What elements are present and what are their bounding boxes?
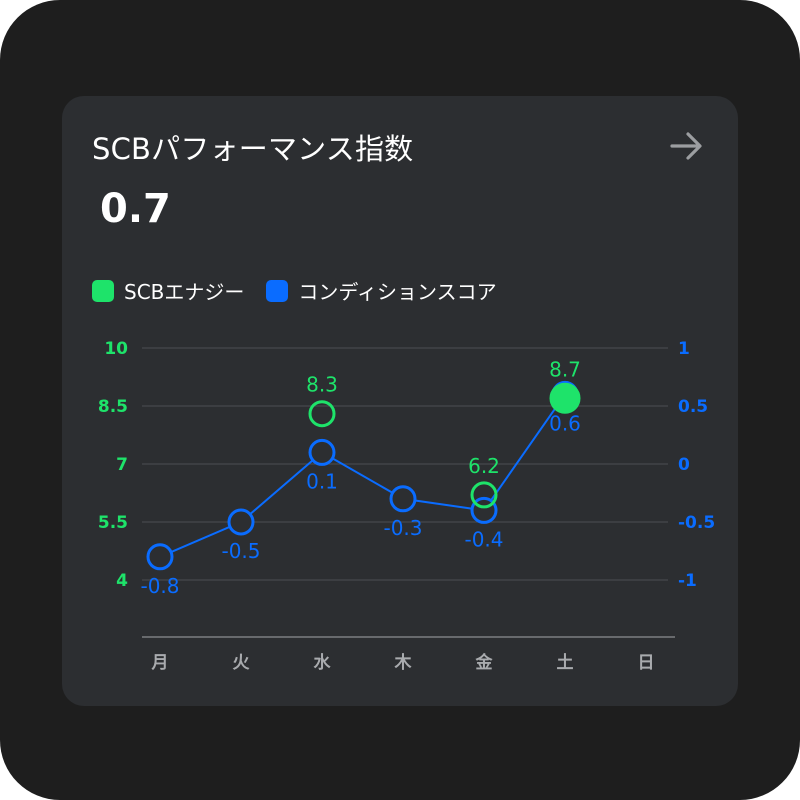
legend-label-condition: コンディションスコア [298, 280, 497, 304]
x-axis-tick: 水 [314, 652, 332, 673]
left-axis-tick: 5.5 [98, 513, 128, 533]
left-axis-tick: 8.5 [98, 397, 128, 417]
x-axis-tick: 日 [638, 653, 655, 673]
left-axis-tick: 7 [116, 455, 128, 475]
performance-card[interactable]: SCBパフォーマンス指数 0.7 SCBエナジー コンディションスコア 10 1 8… [62, 96, 738, 706]
x-axis-tick: 月 [151, 653, 169, 673]
condition-data-label: -0.5 [221, 539, 260, 563]
x-axis-tick: 木 [394, 652, 413, 673]
energy-data-label: 8.3 [306, 373, 338, 397]
condition-point [227, 508, 255, 536]
left-axis-tick: 4 [116, 571, 128, 591]
line-chart: 10 1 8.5 0.5 7 0 5.5 -0.5 4 -1 月 火 水 木 金 土 日 -0.8 -0.5 0.1 -… [98, 339, 715, 673]
energy-point [470, 481, 498, 509]
condition-data-label: 0.6 [549, 411, 581, 435]
condition-point [308, 438, 336, 466]
right-axis-tick: 0 [678, 455, 690, 475]
legend-swatch-energy [92, 279, 114, 302]
legend-swatch-condition [266, 279, 289, 302]
legend-label-energy: SCBエナジー [124, 280, 245, 304]
energy-point [308, 400, 336, 428]
right-axis-tick: -1 [678, 571, 697, 591]
energy-data-label: 8.7 [549, 357, 581, 381]
condition-point [389, 485, 417, 513]
arrow-right-icon[interactable] [666, 126, 706, 166]
condition-data-label: -0.8 [140, 574, 179, 598]
condition-data-label: -0.4 [464, 527, 503, 551]
energy-data-label: 6.2 [468, 454, 500, 478]
condition-data-label: 0.1 [306, 469, 338, 493]
condition-data-label: -0.3 [383, 516, 422, 540]
right-axis-tick: 0.5 [678, 397, 708, 417]
condition-series-line [159, 393, 566, 558]
chart-legend: SCBエナジー コンディションスコア [92, 276, 519, 305]
energy-point [549, 382, 581, 414]
condition-point [146, 543, 174, 571]
right-axis-tick: 1 [678, 339, 690, 359]
card-title: SCBパフォーマンス指数 [92, 132, 414, 166]
x-axis-tick: 金 [475, 652, 494, 673]
left-axis-tick: 10 [104, 339, 128, 359]
index-value: 0.7 [100, 186, 171, 232]
x-axis-tick: 火 [233, 653, 251, 673]
right-axis-tick: -0.5 [678, 513, 715, 533]
legend-item-condition: コンディションスコア [266, 276, 497, 305]
legend-item-energy: SCBエナジー [92, 276, 244, 305]
x-axis-tick: 土 [557, 652, 574, 673]
